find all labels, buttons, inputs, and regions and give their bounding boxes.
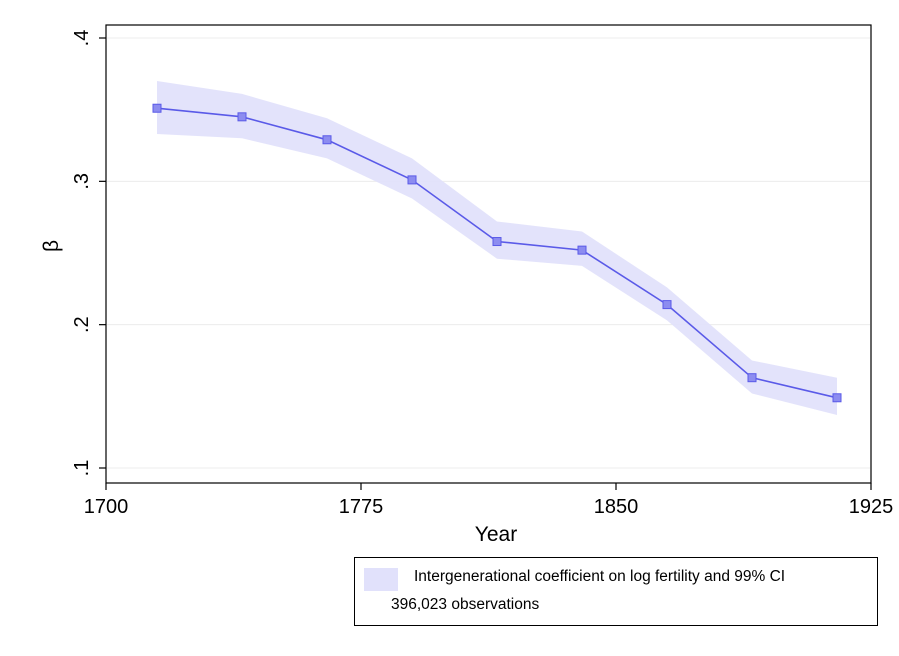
axes: .1 .2 .3 .4 1700 1775 1850 1925 (71, 30, 893, 518)
legend-series-label: Intergenerational coefficient on log fer… (414, 568, 786, 585)
data-point-marker (152, 103, 162, 113)
y-tick-label: .3 (71, 173, 93, 190)
y-axis-title: β (40, 240, 63, 252)
data-point-marker (237, 112, 247, 122)
data-point-marker (662, 300, 672, 310)
legend-observations-note: 396,023 observations (391, 596, 540, 613)
legend: Intergenerational coefficient on log fer… (354, 557, 878, 626)
x-tick-label: 1700 (84, 496, 129, 518)
confidence-band (157, 81, 837, 415)
x-axis-title: Year (475, 523, 517, 546)
legend-swatch-ci-band (364, 568, 398, 591)
y-tick-label: .1 (71, 460, 93, 477)
x-tick-label: 1850 (594, 496, 639, 518)
grid (107, 37, 870, 469)
x-tick-label: 1925 (849, 496, 894, 518)
y-tick-label: .4 (71, 30, 93, 47)
data-point-marker (747, 373, 757, 383)
data-point-marker (322, 135, 332, 145)
data-point-marker (407, 175, 417, 185)
data-point-marker (492, 237, 502, 247)
y-tick-label: .2 (71, 316, 93, 333)
data-point-marker (832, 393, 842, 403)
x-tick-label: 1775 (339, 496, 384, 518)
series-layer (152, 81, 842, 415)
data-point-marker (577, 245, 587, 255)
